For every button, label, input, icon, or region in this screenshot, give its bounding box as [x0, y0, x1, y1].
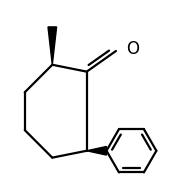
Text: O: O	[126, 40, 139, 58]
Polygon shape	[48, 27, 57, 65]
Polygon shape	[87, 146, 106, 155]
